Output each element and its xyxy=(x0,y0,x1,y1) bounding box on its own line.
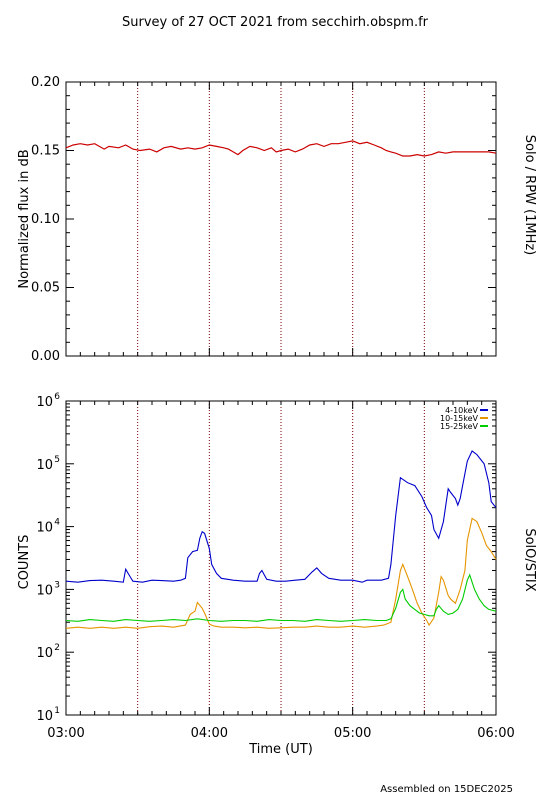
legend-label: 4-10keV xyxy=(445,406,478,415)
bottom-x-tick-label: 04:00 xyxy=(191,726,228,741)
bottom-x-tick-label: 03:00 xyxy=(47,726,84,741)
bottom-y-tick-base: 10 xyxy=(36,521,53,536)
bottom-y-tick-base: 10 xyxy=(36,709,53,724)
top-y-tick-label: 0.00 xyxy=(31,349,60,364)
top-series-group xyxy=(65,140,497,157)
top-panel-rpw: 0.00 0.05 0.10 0.15 0.20 Normalized flux in … xyxy=(17,75,537,364)
bottom-y-tick-exponent: 1 xyxy=(54,706,60,716)
bottom-x-tick-label: 06:00 xyxy=(477,726,514,741)
bottom-y-tick-base: 10 xyxy=(36,583,53,598)
legend-label: 15-25keV xyxy=(440,422,479,431)
bottom-y-tick-exponent: 5 xyxy=(54,455,60,465)
stix-series-line-0 xyxy=(65,450,497,583)
bottom-y-tick-base: 10 xyxy=(36,458,53,473)
bottom-y-tick-exponent: 6 xyxy=(54,392,60,402)
bottom-x-axis: 03:00 04:00 05:00 06:00 xyxy=(47,401,515,741)
top-right-instrument-label: Solo / RPW (1MHz) xyxy=(522,135,537,256)
top-reference-lines xyxy=(137,82,425,356)
top-y-tick-label: 0.05 xyxy=(31,281,60,296)
top-y-axis-label: Normalized flux in dB xyxy=(17,149,32,288)
top-y-tick-label: 0.20 xyxy=(31,75,60,90)
bottom-y-tick-exponent: 4 xyxy=(54,518,60,528)
figure-title: Survey of 27 OCT 2021 from secchirh.obsp… xyxy=(122,15,429,30)
top-x-minor-ticks xyxy=(65,82,497,356)
legend-label: 10-15keV xyxy=(440,414,479,423)
bottom-right-instrument-label: SolO/STIX xyxy=(522,528,537,591)
bottom-y-tick-exponent: 2 xyxy=(54,643,60,653)
bottom-x-axis-label: Time (UT) xyxy=(248,742,313,757)
top-y-axis: 0.00 0.05 0.10 0.15 0.20 xyxy=(31,75,496,364)
top-y-tick-label: 0.15 xyxy=(31,144,60,159)
bottom-x-tick-label: 05:00 xyxy=(334,726,371,741)
top-y-tick-label: 0.10 xyxy=(31,212,60,227)
bottom-series-group xyxy=(65,450,497,629)
bottom-y-tick-base: 10 xyxy=(36,395,53,410)
stix-series-line-1 xyxy=(65,517,497,629)
bottom-y-tick-exponent: 3 xyxy=(54,580,60,590)
bottom-y-axis-label: COUNTS xyxy=(17,535,32,590)
rpw-flux-line xyxy=(65,140,497,157)
stix-series-line-2 xyxy=(65,573,497,622)
bottom-reference-lines xyxy=(137,401,425,715)
assembled-footer: Assembled on 15DEC2025 xyxy=(380,784,513,795)
bottom-y-tick-base: 10 xyxy=(36,646,53,661)
